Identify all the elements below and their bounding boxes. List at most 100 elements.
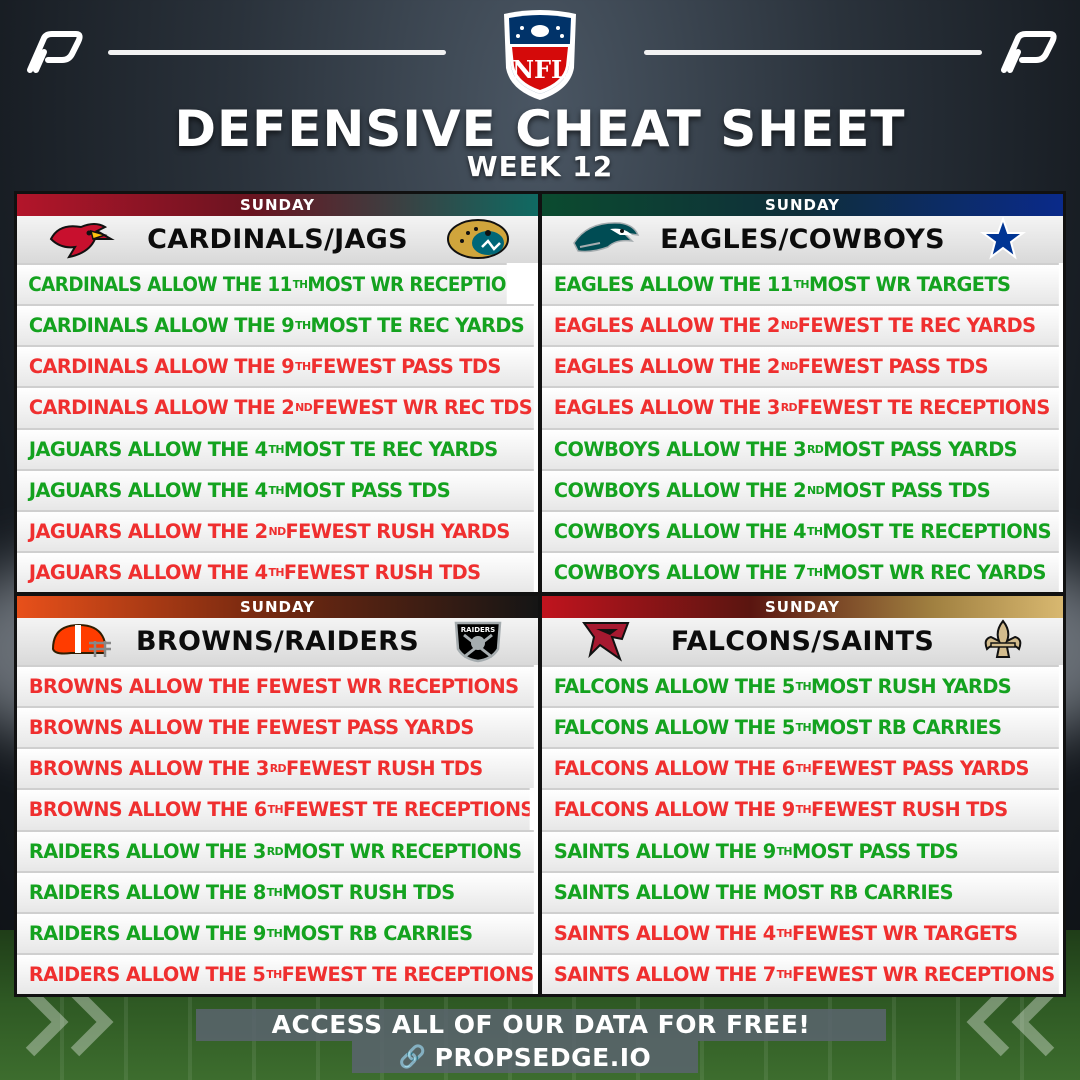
- stat-text: CARDINALS ALLOW THE 2: [28, 396, 295, 420]
- stat-row: JAGUARS ALLOW THE 4 TH FEWEST RUSH TDS: [17, 550, 534, 592]
- ordinal-suffix: ND: [780, 360, 799, 374]
- stat-row: SAINTS ALLOW THE 7 TH FEWEST WR RECEPTION…: [542, 952, 1059, 994]
- stat-text: BROWNS ALLOW THE FEWEST PASS YARDS: [28, 716, 474, 740]
- matchup-title: CARDINALS/JAGS: [147, 224, 408, 255]
- stat-row: RAIDERS ALLOW THE 5 TH FEWEST TE RECEPTIO…: [17, 952, 533, 994]
- stat-text: MOST TE RECEPTIONS: [822, 519, 1052, 543]
- cowboys-star-icon: [967, 216, 1039, 261]
- day-band: SUNDAY: [542, 596, 1063, 618]
- stat-text: FEWEST TE RECEPTIONS: [282, 798, 530, 822]
- cta-banner: ACCESS ALL OF OUR DATA FOR FREE!: [196, 1009, 886, 1041]
- stat-text: FEWEST TE REC YARDS: [797, 314, 1036, 338]
- browns-helmet-icon: [45, 619, 117, 663]
- stat-text: SAINTS ALLOW THE MOST RB CARRIES: [553, 880, 954, 904]
- stat-text: FEWEST WR TARGETS: [791, 921, 1018, 945]
- stat-text: EAGLES ALLOW THE 2: [553, 355, 780, 379]
- stat-text: JAGUARS ALLOW THE 4: [28, 437, 268, 461]
- stat-text: FALCONS ALLOW THE 5: [553, 675, 795, 699]
- stat-text: FEWEST TE RECEPTIONS: [796, 396, 1050, 420]
- stat-text: RAIDERS ALLOW THE 9: [28, 921, 266, 945]
- ordinal-suffix: RD: [269, 762, 287, 776]
- stat-text: RAIDERS ALLOW THE 3: [28, 839, 266, 863]
- stat-text: COWBOYS ALLOW THE 2: [553, 478, 807, 502]
- svg-text:RAIDERS: RAIDERS: [461, 626, 495, 634]
- stat-row: EAGLES ALLOW THE 11 TH MOST WR TARGETS: [542, 263, 1059, 305]
- stat-text: MOST PASS TDS: [791, 839, 959, 863]
- eagles-logo-icon: [570, 217, 642, 261]
- ordinal-suffix: TH: [806, 524, 823, 538]
- stat-text: EAGLES ALLOW THE 11: [553, 273, 793, 297]
- propsedge-logo-icon: [1001, 31, 1057, 73]
- chevron-left-decoration-icon: [25, 987, 114, 1057]
- stat-row: FALCONS ALLOW THE 5 TH MOST RB CARRIES: [542, 706, 1059, 748]
- propsedge-logo-icon: [27, 31, 83, 73]
- stat-row: FALCONS ALLOW THE 6 TH FEWEST PASS YARDS: [542, 747, 1059, 789]
- stat-row: BROWNS ALLOW THE FEWEST WR RECEPTIONS: [17, 665, 534, 707]
- stat-text: FEWEST RUSH TDS: [811, 798, 1008, 822]
- stat-text: FEWEST PASS TDS: [310, 355, 502, 379]
- matchup-panel: SUNDAY EAGLES/COWBOYS EAGLES ALLOW THE 11 T…: [542, 194, 1063, 592]
- matchup-header: CARDINALS/JAGS: [17, 216, 538, 263]
- stat-row: SAINTS ALLOW THE MOST RB CARRIES: [542, 870, 1059, 912]
- stat-row: BROWNS ALLOW THE FEWEST PASS YARDS: [17, 706, 534, 748]
- matchup-header: FALCONS/SAINTS: [542, 618, 1063, 665]
- stat-text: JAGUARS ALLOW THE 2: [28, 519, 268, 543]
- stat-text: SAINTS ALLOW THE 4: [553, 921, 776, 945]
- matchup-header: EAGLES/COWBOYS: [542, 216, 1063, 263]
- ordinal-suffix: TH: [806, 565, 823, 579]
- stat-text: MOST TE REC YARDS: [283, 437, 498, 461]
- stat-row: CARDINALS ALLOW THE 2 ND FEWEST WR REC TD…: [17, 386, 534, 428]
- ordinal-suffix: TH: [266, 885, 283, 899]
- ordinal-suffix: TH: [266, 967, 282, 981]
- matchup-header: BROWNS/RAIDERS RAIDERS: [17, 618, 538, 665]
- stat-text: FEWEST WR RECEPTIONS: [791, 962, 1055, 986]
- stat-text: FEWEST RUSH TDS: [283, 560, 481, 584]
- ordinal-suffix: TH: [795, 721, 812, 735]
- ordinal-suffix: TH: [267, 803, 284, 817]
- stat-row: SAINTS ALLOW THE 4 TH FEWEST WR TARGETS: [542, 911, 1059, 953]
- ordinal-suffix: TH: [795, 680, 812, 694]
- stat-text: SAINTS ALLOW THE 7: [553, 962, 776, 986]
- stat-text: MOST RUSH TDS: [282, 880, 455, 904]
- stat-text: BROWNS ALLOW THE FEWEST WR RECEPTIONS: [28, 675, 519, 699]
- stat-text: JAGUARS ALLOW THE 4: [28, 478, 268, 502]
- stat-text: CARDINALS ALLOW THE 11: [28, 273, 292, 297]
- stat-row: CARDINALS ALLOW THE 9 TH FEWEST PASS TDS: [17, 345, 534, 387]
- stat-text: MOST WR RECEPTIONS: [283, 839, 522, 863]
- ordinal-suffix: TH: [268, 565, 285, 579]
- stat-row: BROWNS ALLOW THE 3 RD FEWEST RUSH TDS: [17, 747, 534, 789]
- raiders-shield-icon: RAIDERS: [442, 619, 514, 663]
- svg-text:NFL: NFL: [512, 55, 568, 84]
- header-rule-left: [108, 50, 446, 55]
- stat-list: CARDINALS ALLOW THE 11 TH MOST WR RECEPTI…: [17, 263, 538, 592]
- nfl-shield-logo-icon: NFL: [504, 10, 576, 100]
- stat-text: MOST WR TARGETS: [808, 273, 1011, 297]
- stat-row: RAIDERS ALLOW THE 9 TH MOST RB CARRIES: [17, 911, 534, 953]
- stat-row: COWBOYS ALLOW THE 4 TH MOST TE RECEPTIONS: [542, 509, 1059, 551]
- ordinal-suffix: TH: [776, 926, 793, 940]
- stat-text: FEWEST RUSH YARDS: [285, 519, 511, 543]
- stat-list: BROWNS ALLOW THE FEWEST WR RECEPTIONS BRO…: [17, 665, 538, 994]
- day-band: SUNDAY: [542, 194, 1063, 216]
- matchup-title: EAGLES/COWBOYS: [660, 224, 945, 255]
- day-band: SUNDAY: [17, 194, 538, 216]
- matchup-title: BROWNS/RAIDERS: [135, 626, 420, 657]
- stat-text: CARDINALS ALLOW THE 9: [28, 314, 295, 338]
- stat-text: CARDINALS ALLOW THE 9: [28, 355, 295, 379]
- stat-row: RAIDERS ALLOW THE 8 TH MOST RUSH TDS: [17, 870, 534, 912]
- ordinal-suffix: TH: [295, 360, 311, 374]
- stat-row: COWBOYS ALLOW THE 7 TH MOST WR REC YARDS: [542, 550, 1059, 592]
- site-link[interactable]: 🔗 PROPSEDGE.IO: [352, 1041, 698, 1073]
- stat-row: CARDINALS ALLOW THE 9 TH MOST TE REC YARD…: [17, 304, 534, 346]
- stat-row: JAGUARS ALLOW THE 4 TH MOST TE REC YARDS: [17, 427, 534, 469]
- stat-text: FEWEST RUSH TDS: [285, 757, 483, 781]
- stat-text: COWBOYS ALLOW THE 4: [553, 519, 807, 543]
- cardinals-logo-icon: [45, 217, 117, 261]
- stat-row: SAINTS ALLOW THE 9 TH MOST PASS TDS: [542, 829, 1059, 871]
- stat-text: COWBOYS ALLOW THE 3: [553, 437, 807, 461]
- stat-text: FEWEST TE RECEPTIONS: [281, 962, 533, 986]
- stat-text: MOST RB CARRIES: [811, 716, 1002, 740]
- ordinal-suffix: TH: [795, 803, 812, 817]
- stat-row: BROWNS ALLOW THE 6 TH FEWEST TE RECEPTION…: [17, 788, 530, 830]
